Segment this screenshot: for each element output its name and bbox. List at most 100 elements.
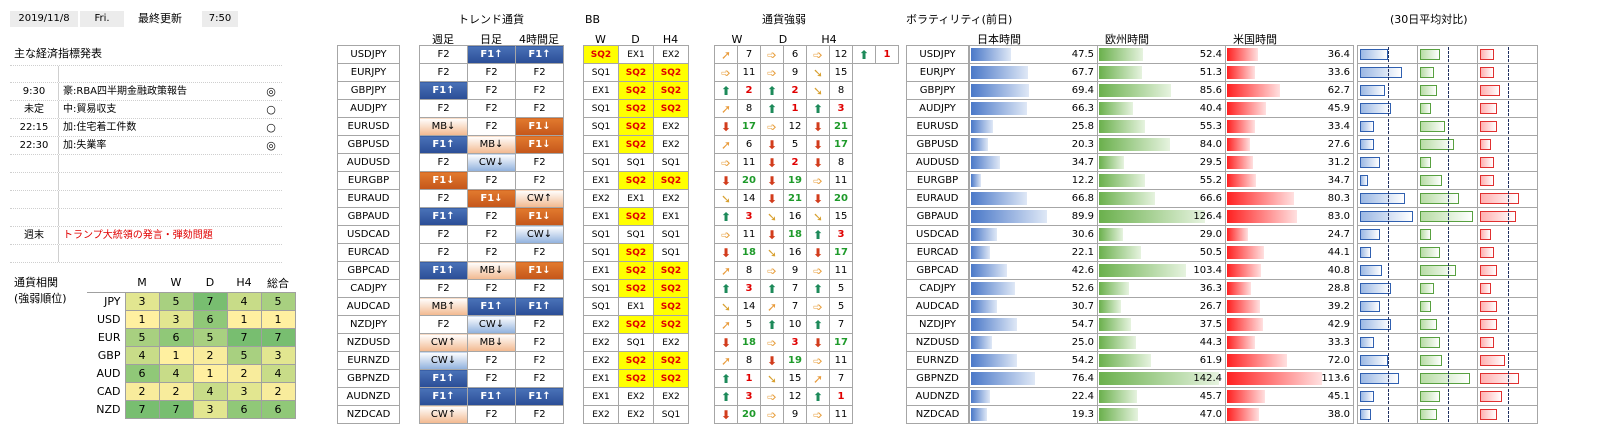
- rank-cell: 3: [226, 381, 262, 401]
- trend-cell: F2: [419, 315, 468, 334]
- correlation-row: CAD 2 2 4 3 2: [87, 381, 296, 401]
- average-marker: [1448, 101, 1449, 116]
- event-time: 22:30: [19, 140, 49, 151]
- pair-name: GBPAUD: [906, 207, 969, 226]
- vol-value: 67.7: [1071, 67, 1094, 78]
- vol-row: 66.8 66.6 80.3: [969, 189, 1354, 208]
- vol-bar: [1227, 264, 1262, 277]
- average-marker: [1388, 173, 1389, 188]
- ratio-cell: [1417, 405, 1478, 424]
- trend-arrow-icon: ➩: [760, 387, 784, 406]
- trend-arrow-icon: ➘: [806, 63, 830, 82]
- vol-bar: [971, 84, 1030, 97]
- bb-row: SQ1 SQ2 SQ2: [583, 279, 689, 298]
- average-marker: [1388, 407, 1389, 422]
- strength-rank: 3: [829, 225, 853, 244]
- vol-row: 30.7 26.7 39.2: [969, 297, 1354, 316]
- average-marker: [1508, 101, 1509, 116]
- vol-bar: [1099, 210, 1206, 223]
- pair-name: AUDJPY: [906, 99, 969, 118]
- vol-row: 52.6 36.3 28.8: [969, 279, 1354, 298]
- bb-cell: SQ2: [653, 279, 689, 298]
- event-importance-mark: [260, 209, 282, 226]
- average-marker: [1508, 47, 1509, 62]
- bb-cell: EX2: [583, 351, 619, 370]
- bb-cell: SQ2: [653, 261, 689, 280]
- correlation-row: GBP 4 1 2 5 3: [87, 345, 296, 365]
- ratio-row: [1357, 225, 1538, 244]
- trend-cell: F1↓: [419, 171, 468, 190]
- pair-name: EURNZD: [337, 351, 400, 370]
- ratio-row: [1357, 405, 1538, 424]
- ratio-cell: [1357, 351, 1418, 370]
- pair-name: EURAUD: [337, 189, 400, 208]
- bb-cell: EX1: [618, 297, 654, 316]
- updated-time: 7:50: [202, 11, 238, 27]
- vol-value: 31.2: [1327, 157, 1350, 168]
- trend-cell: F2: [419, 189, 468, 208]
- ratio-bar: [1420, 211, 1474, 222]
- trend-cell: F1↓: [515, 261, 564, 280]
- trend-arrow-icon: ➩: [806, 351, 830, 370]
- rank-cell: 2: [124, 381, 160, 401]
- date-cell: 2019/11/8: [10, 11, 78, 27]
- ratio-row: [1357, 315, 1538, 334]
- strength-rank: 17: [829, 333, 853, 352]
- trend-arrow-icon: ⬇: [714, 243, 738, 262]
- correlation-col-header: 総合: [261, 274, 295, 293]
- strength-rank: 11: [737, 63, 761, 82]
- pair-row: USDCAD: [906, 225, 969, 244]
- vol-cell: 69.4: [969, 81, 1098, 100]
- event-importance-mark: ○: [266, 121, 276, 134]
- column-header: W: [731, 33, 743, 46]
- pair-row: AUDNZD: [337, 387, 400, 406]
- vol-value: 45.7: [1199, 391, 1222, 402]
- trend-arrow-icon: ➩: [806, 171, 830, 190]
- vol-bar: [971, 354, 1017, 367]
- vol-value: 54.2: [1071, 355, 1094, 366]
- strength-rank: 18: [737, 333, 761, 352]
- pair-row: AUDUSD: [906, 153, 969, 172]
- pair-row: NZDUSD: [906, 333, 969, 352]
- events-table: 9:30 豪:RBA四半期金融政策報告 ◎ 未定 中:貿易収支 ○ 22:15 加:住宅着工件…: [10, 65, 282, 263]
- vol-bar: [1099, 282, 1130, 295]
- correlation-header-row: M W D H4 総合: [87, 274, 295, 293]
- vol-cell: 66.3: [969, 99, 1098, 118]
- pair-name: USDJPY: [906, 45, 969, 64]
- trend-row: F2 F2 CW↓: [419, 225, 564, 244]
- strength-rank: 5: [737, 315, 761, 334]
- average-marker: [1508, 173, 1509, 188]
- average-marker: [1448, 281, 1449, 296]
- pair-row: USDJPY: [906, 45, 969, 64]
- currency-label: CAD: [87, 382, 126, 400]
- currency-label: AUD: [87, 364, 126, 382]
- ratio-bar: [1420, 355, 1443, 366]
- trend-cell: F2: [515, 405, 564, 424]
- trend-cell: F2: [419, 153, 468, 172]
- bb-cell: SQ1: [653, 405, 689, 424]
- trend-arrow-icon: ⬆: [760, 99, 784, 118]
- ratio-bar: [1480, 373, 1520, 384]
- column-header: 日本時間: [977, 33, 1021, 46]
- vol-cell: 66.8: [969, 189, 1098, 208]
- trend-cell: F2: [419, 279, 468, 298]
- trend-cell: F2: [467, 225, 516, 244]
- trend-arrow-icon: ➩: [806, 405, 830, 424]
- vol-bar: [971, 156, 1001, 169]
- vol-bar: [971, 192, 1028, 205]
- volatility-table: 47.5 52.4 36.4 67.7 51.3 33.6 69.4 85.6 62.7 66.3…: [969, 45, 1354, 424]
- vol-bar: [971, 372, 1036, 385]
- rank-cell: 6: [192, 309, 228, 329]
- pair-name: EURJPY: [906, 63, 969, 82]
- average-marker: [1508, 209, 1509, 224]
- average-marker: [1388, 47, 1389, 62]
- bb-cell: EX1: [583, 135, 619, 154]
- event-importance-mark: ○: [266, 103, 276, 116]
- average-marker: [1388, 389, 1389, 404]
- vol-cell: 42.9: [1225, 315, 1354, 334]
- vol-bar: [1227, 210, 1297, 223]
- ratio-bar: [1420, 85, 1437, 96]
- ratio-title: (30日平均対比): [1390, 13, 1468, 26]
- event-row: 週末 トランプ大統領の発言・弾劾問題: [10, 227, 282, 245]
- strength-rank: 15: [829, 207, 853, 226]
